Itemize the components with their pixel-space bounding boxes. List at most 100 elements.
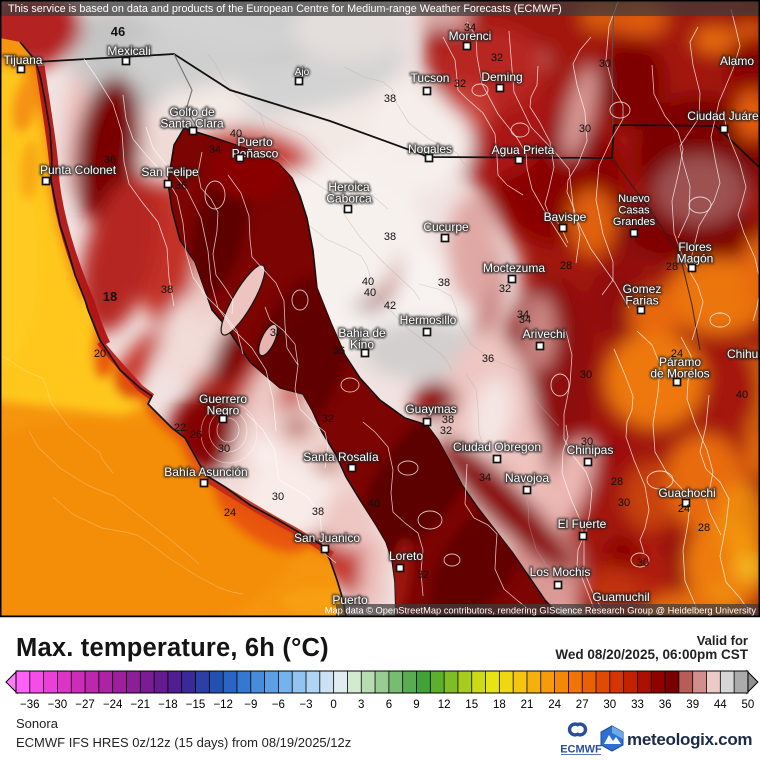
svg-text:Punta Colonet: Punta Colonet — [40, 163, 117, 177]
svg-text:Guerrero: Guerrero — [199, 392, 247, 406]
svg-text:24: 24 — [671, 348, 683, 360]
svg-text:32: 32 — [270, 327, 282, 339]
svg-text:46: 46 — [111, 24, 125, 39]
svg-text:Navojoa: Navojoa — [505, 471, 549, 485]
svg-text:Guamuchil: Guamuchil — [592, 590, 649, 604]
svg-text:Nogales: Nogales — [408, 142, 452, 156]
svg-text:Morenci: Morenci — [449, 29, 492, 43]
svg-text:0: 0 — [330, 699, 336, 711]
svg-text:Bahia de: Bahia de — [338, 326, 386, 340]
svg-text:Chinipas: Chinipas — [567, 443, 614, 457]
svg-text:34: 34 — [464, 22, 476, 34]
svg-text:Heroica: Heroica — [328, 180, 370, 194]
svg-text:−27: −27 — [75, 699, 95, 711]
svg-text:28: 28 — [666, 261, 678, 273]
svg-text:Golfo de: Golfo de — [169, 105, 215, 119]
svg-text:Santa Clara: Santa Clara — [160, 117, 224, 131]
svg-text:38: 38 — [442, 414, 454, 426]
svg-text:Nogales: Nogales — [408, 142, 452, 156]
svg-text:Map data © OpenStreetMap contr: Map data © OpenStreetMap contributors, r… — [325, 606, 757, 616]
svg-text:San Juanico: San Juanico — [294, 531, 360, 545]
svg-text:Santa Rosalía: Santa Rosalía — [303, 450, 379, 464]
svg-text:San Felipe: San Felipe — [141, 165, 199, 179]
svg-text:Magón: Magón — [677, 252, 714, 266]
svg-text:Moctezuma: Moctezuma — [483, 261, 545, 275]
svg-text:36: 36 — [482, 353, 494, 365]
svg-text:−9: −9 — [244, 699, 257, 711]
svg-text:Alamo: Alamo — [720, 54, 754, 68]
svg-text:Kino: Kino — [350, 338, 374, 352]
svg-text:Golfo de: Golfo de — [169, 105, 215, 119]
svg-text:Gomez: Gomez — [623, 282, 662, 296]
svg-text:21: 21 — [521, 699, 534, 711]
svg-text:Grandes: Grandes — [613, 216, 656, 228]
svg-text:36: 36 — [175, 180, 187, 192]
svg-text:Caborca: Caborca — [326, 192, 372, 206]
svg-text:−12: −12 — [213, 699, 233, 711]
svg-text:This service is based on data: This service is based on data and produc… — [8, 3, 562, 15]
svg-text:Páramo: Páramo — [659, 355, 701, 369]
svg-text:28: 28 — [560, 260, 572, 272]
svg-text:Negro: Negro — [207, 404, 240, 418]
svg-text:42: 42 — [384, 300, 396, 312]
svg-text:Santa Clara: Santa Clara — [160, 117, 224, 131]
svg-text:30: 30 — [599, 58, 611, 70]
svg-text:Flores: Flores — [678, 240, 711, 254]
svg-text:Bavispe: Bavispe — [544, 210, 587, 224]
svg-text:36: 36 — [104, 154, 116, 166]
svg-text:Arivechi: Arivechi — [523, 327, 566, 341]
svg-text:−21: −21 — [131, 699, 151, 711]
svg-text:Navojoa: Navojoa — [505, 471, 549, 485]
svg-text:Puerto: Puerto — [332, 593, 368, 607]
svg-text:−3: −3 — [299, 699, 312, 711]
svg-text:Magón: Magón — [677, 252, 714, 266]
svg-text:Heroica: Heroica — [328, 180, 370, 194]
svg-text:20: 20 — [94, 348, 106, 360]
svg-text:Loreto: Loreto — [389, 549, 423, 563]
svg-text:12: 12 — [438, 699, 451, 711]
svg-text:32: 32 — [454, 78, 466, 90]
svg-text:Tijuana: Tijuana — [4, 53, 43, 67]
svg-text:40: 40 — [364, 287, 376, 299]
svg-text:meteologix.com: meteologix.com — [627, 730, 752, 749]
svg-text:38: 38 — [161, 284, 173, 296]
svg-text:30: 30 — [579, 123, 591, 135]
svg-text:Flores: Flores — [678, 240, 711, 254]
svg-text:Kino: Kino — [350, 338, 374, 352]
svg-text:Punta Colonet: Punta Colonet — [40, 163, 117, 177]
svg-text:24: 24 — [548, 699, 561, 711]
svg-text:40: 40 — [230, 128, 242, 140]
svg-text:Caborca: Caborca — [326, 192, 372, 206]
svg-text:Mexicali: Mexicali — [107, 44, 150, 58]
svg-text:−18: −18 — [158, 699, 178, 711]
svg-text:Agua Prieta: Agua Prieta — [492, 143, 555, 157]
svg-text:34: 34 — [209, 144, 221, 156]
svg-text:30: 30 — [618, 497, 630, 509]
svg-text:Tijuana: Tijuana — [4, 53, 43, 67]
svg-text:9: 9 — [413, 699, 419, 711]
svg-text:Cucurpe: Cucurpe — [423, 220, 469, 234]
svg-text:Gomez: Gomez — [623, 282, 662, 296]
svg-text:6: 6 — [386, 699, 392, 711]
svg-text:de Morelos: de Morelos — [650, 367, 709, 381]
svg-text:Alamo: Alamo — [720, 54, 754, 68]
svg-text:Agua Prieta: Agua Prieta — [492, 143, 555, 157]
svg-text:50: 50 — [742, 699, 755, 711]
svg-text:38: 38 — [384, 93, 396, 105]
svg-text:Guaymas: Guaymas — [405, 402, 456, 416]
svg-text:Deming: Deming — [481, 70, 522, 84]
svg-text:Hermosillo: Hermosillo — [400, 313, 457, 327]
svg-text:Moctezuma: Moctezuma — [483, 261, 545, 275]
svg-text:38: 38 — [312, 506, 324, 518]
svg-text:32: 32 — [499, 283, 511, 295]
svg-text:Ciudad Obregon: Ciudad Obregon — [453, 440, 541, 454]
svg-text:Páramo: Páramo — [659, 355, 701, 369]
svg-text:24: 24 — [678, 503, 690, 515]
svg-text:28: 28 — [698, 522, 710, 534]
svg-text:30: 30 — [637, 557, 649, 569]
svg-text:Farias: Farias — [625, 294, 658, 308]
svg-text:Negro: Negro — [207, 404, 240, 418]
svg-text:44: 44 — [714, 699, 727, 711]
svg-text:Guaymas: Guaymas — [405, 402, 456, 416]
svg-text:32: 32 — [491, 52, 503, 64]
